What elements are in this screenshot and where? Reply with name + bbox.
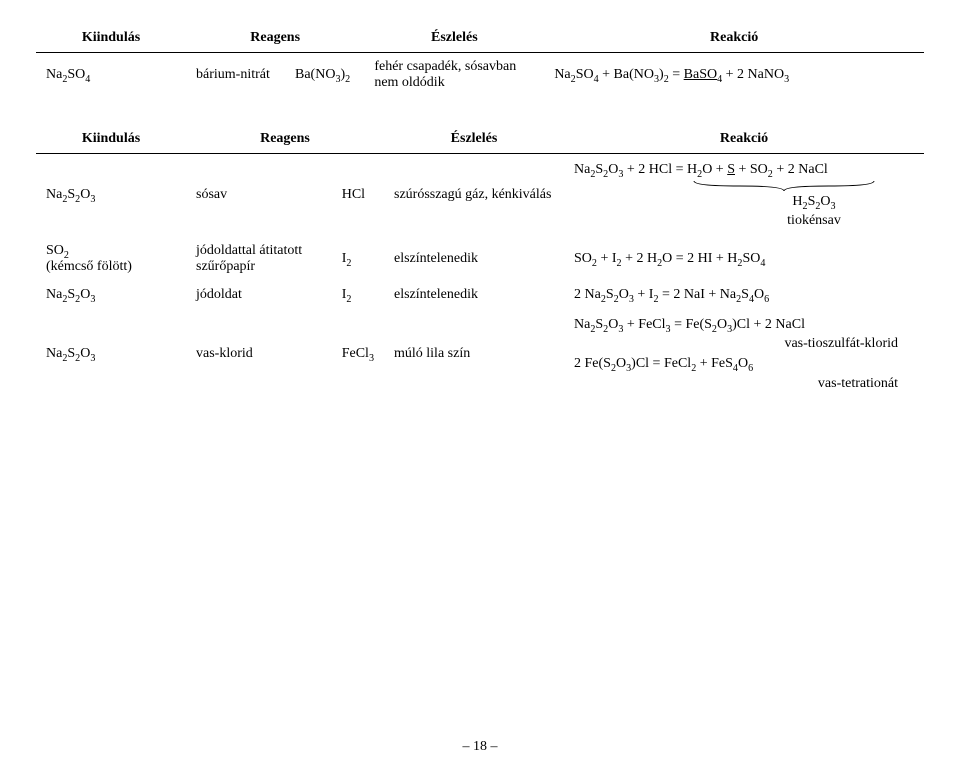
- cell-reagens-name: jódoldattal átitatott szűrőpapír: [186, 237, 332, 281]
- cell-reakcio: Na2SO4 + Ba(NO3)2 = BaSO4 + 2 NaNO3: [544, 53, 924, 98]
- table-row: Na2SO4 bárium-nitrát Ba(NO3)2 fehér csap…: [36, 53, 924, 98]
- cell-reakcio: Na2S2O3 + 2 HCl = H2O + S + SO2 + 2 NaCl…: [564, 154, 924, 237]
- col-header-reagens: Reagens: [186, 24, 364, 53]
- table-row: Kiindulás Reagens Észlelés Reakció: [36, 125, 924, 154]
- col-header-reagens: Reagens: [186, 125, 384, 154]
- cell-reagens-formula: I2: [332, 237, 384, 281]
- reaction-equation-1: Na2S2O3 + FeCl3 = Fe(S2O3)Cl + 2 NaCl: [574, 315, 914, 335]
- cell-reakcio: Na2S2O3 + FeCl3 = Fe(S2O3)Cl + 2 NaCl va…: [564, 309, 924, 399]
- brace-formula: H2S2O3: [714, 192, 914, 212]
- table-summary-1: Kiindulás Reagens Észlelés Reakció Na2SO…: [36, 24, 924, 97]
- cell-reagens-formula: I2: [332, 281, 384, 309]
- cell-reagens-formula: FeCl3: [332, 309, 384, 399]
- cell-reagens-name: vas-klorid: [186, 309, 332, 399]
- cell-reagens-formula: Ba(NO3)2: [285, 53, 364, 98]
- col-header-reakcio: Reakció: [544, 24, 924, 53]
- cell-reakcio: 2 Na2S2O3 + I2 = 2 NaI + Na2S4O6: [564, 281, 924, 309]
- cell-reagens-name: bárium-nitrát: [186, 53, 285, 98]
- cell-kiindulas: SO2(kémcső fölött): [36, 237, 186, 281]
- cell-eszleles: fehér csapadék, sósavban nem oldódik: [364, 53, 544, 98]
- table-summary-2: Kiindulás Reagens Észlelés Reakció Na2S2…: [36, 125, 924, 399]
- table-row: Na2S2O3 vas-klorid FeCl3 múló lila szín …: [36, 309, 924, 399]
- brace-caption: tiokénsav: [714, 211, 914, 231]
- page-number: – 18 –: [36, 739, 924, 755]
- cell-reagens-name: jódoldat: [186, 281, 332, 309]
- cell-kiindulas: Na2S2O3: [36, 309, 186, 399]
- cell-kiindulas: Na2S2O3: [36, 281, 186, 309]
- cell-kiindulas: Na2SO4: [36, 53, 186, 98]
- reaction-label-1: vas-tioszulfát-klorid: [574, 334, 914, 354]
- cell-reakcio: SO2 + I2 + 2 H2O = 2 HI + H2SO4: [564, 237, 924, 281]
- brace-icon: [684, 180, 884, 192]
- table-row: Kiindulás Reagens Észlelés Reakció: [36, 24, 924, 53]
- cell-reagens-name: sósav: [186, 154, 332, 237]
- cell-kiindulas: Na2S2O3: [36, 154, 186, 237]
- cell-eszleles: szúrósszagú gáz, kénkiválás: [384, 154, 564, 237]
- cell-reagens-formula: HCl: [332, 154, 384, 237]
- col-header-eszleles: Észlelés: [384, 125, 564, 154]
- col-header-kiindulas: Kiindulás: [36, 24, 186, 53]
- table-row: SO2(kémcső fölött) jódoldattal átitatott…: [36, 237, 924, 281]
- cell-eszleles: elszíntelenedik: [384, 281, 564, 309]
- col-header-eszleles: Észlelés: [364, 24, 544, 53]
- reaction-label-2: vas-tetrationát: [574, 374, 914, 394]
- col-header-kiindulas: Kiindulás: [36, 125, 186, 154]
- cell-eszleles: múló lila szín: [384, 309, 564, 399]
- reaction-equation-2: 2 Fe(S2O3)Cl = FeCl2 + FeS4O6: [574, 354, 914, 374]
- table-row: Na2S2O3 jódoldat I2 elszíntelenedik 2 Na…: [36, 281, 924, 309]
- table-row: Na2S2O3 sósav HCl szúrósszagú gáz, kénki…: [36, 154, 924, 237]
- cell-eszleles: elszíntelenedik: [384, 237, 564, 281]
- reaction-equation: Na2S2O3 + 2 HCl = H2O + S + SO2 + 2 NaCl: [574, 162, 828, 177]
- col-header-reakcio: Reakció: [564, 125, 924, 154]
